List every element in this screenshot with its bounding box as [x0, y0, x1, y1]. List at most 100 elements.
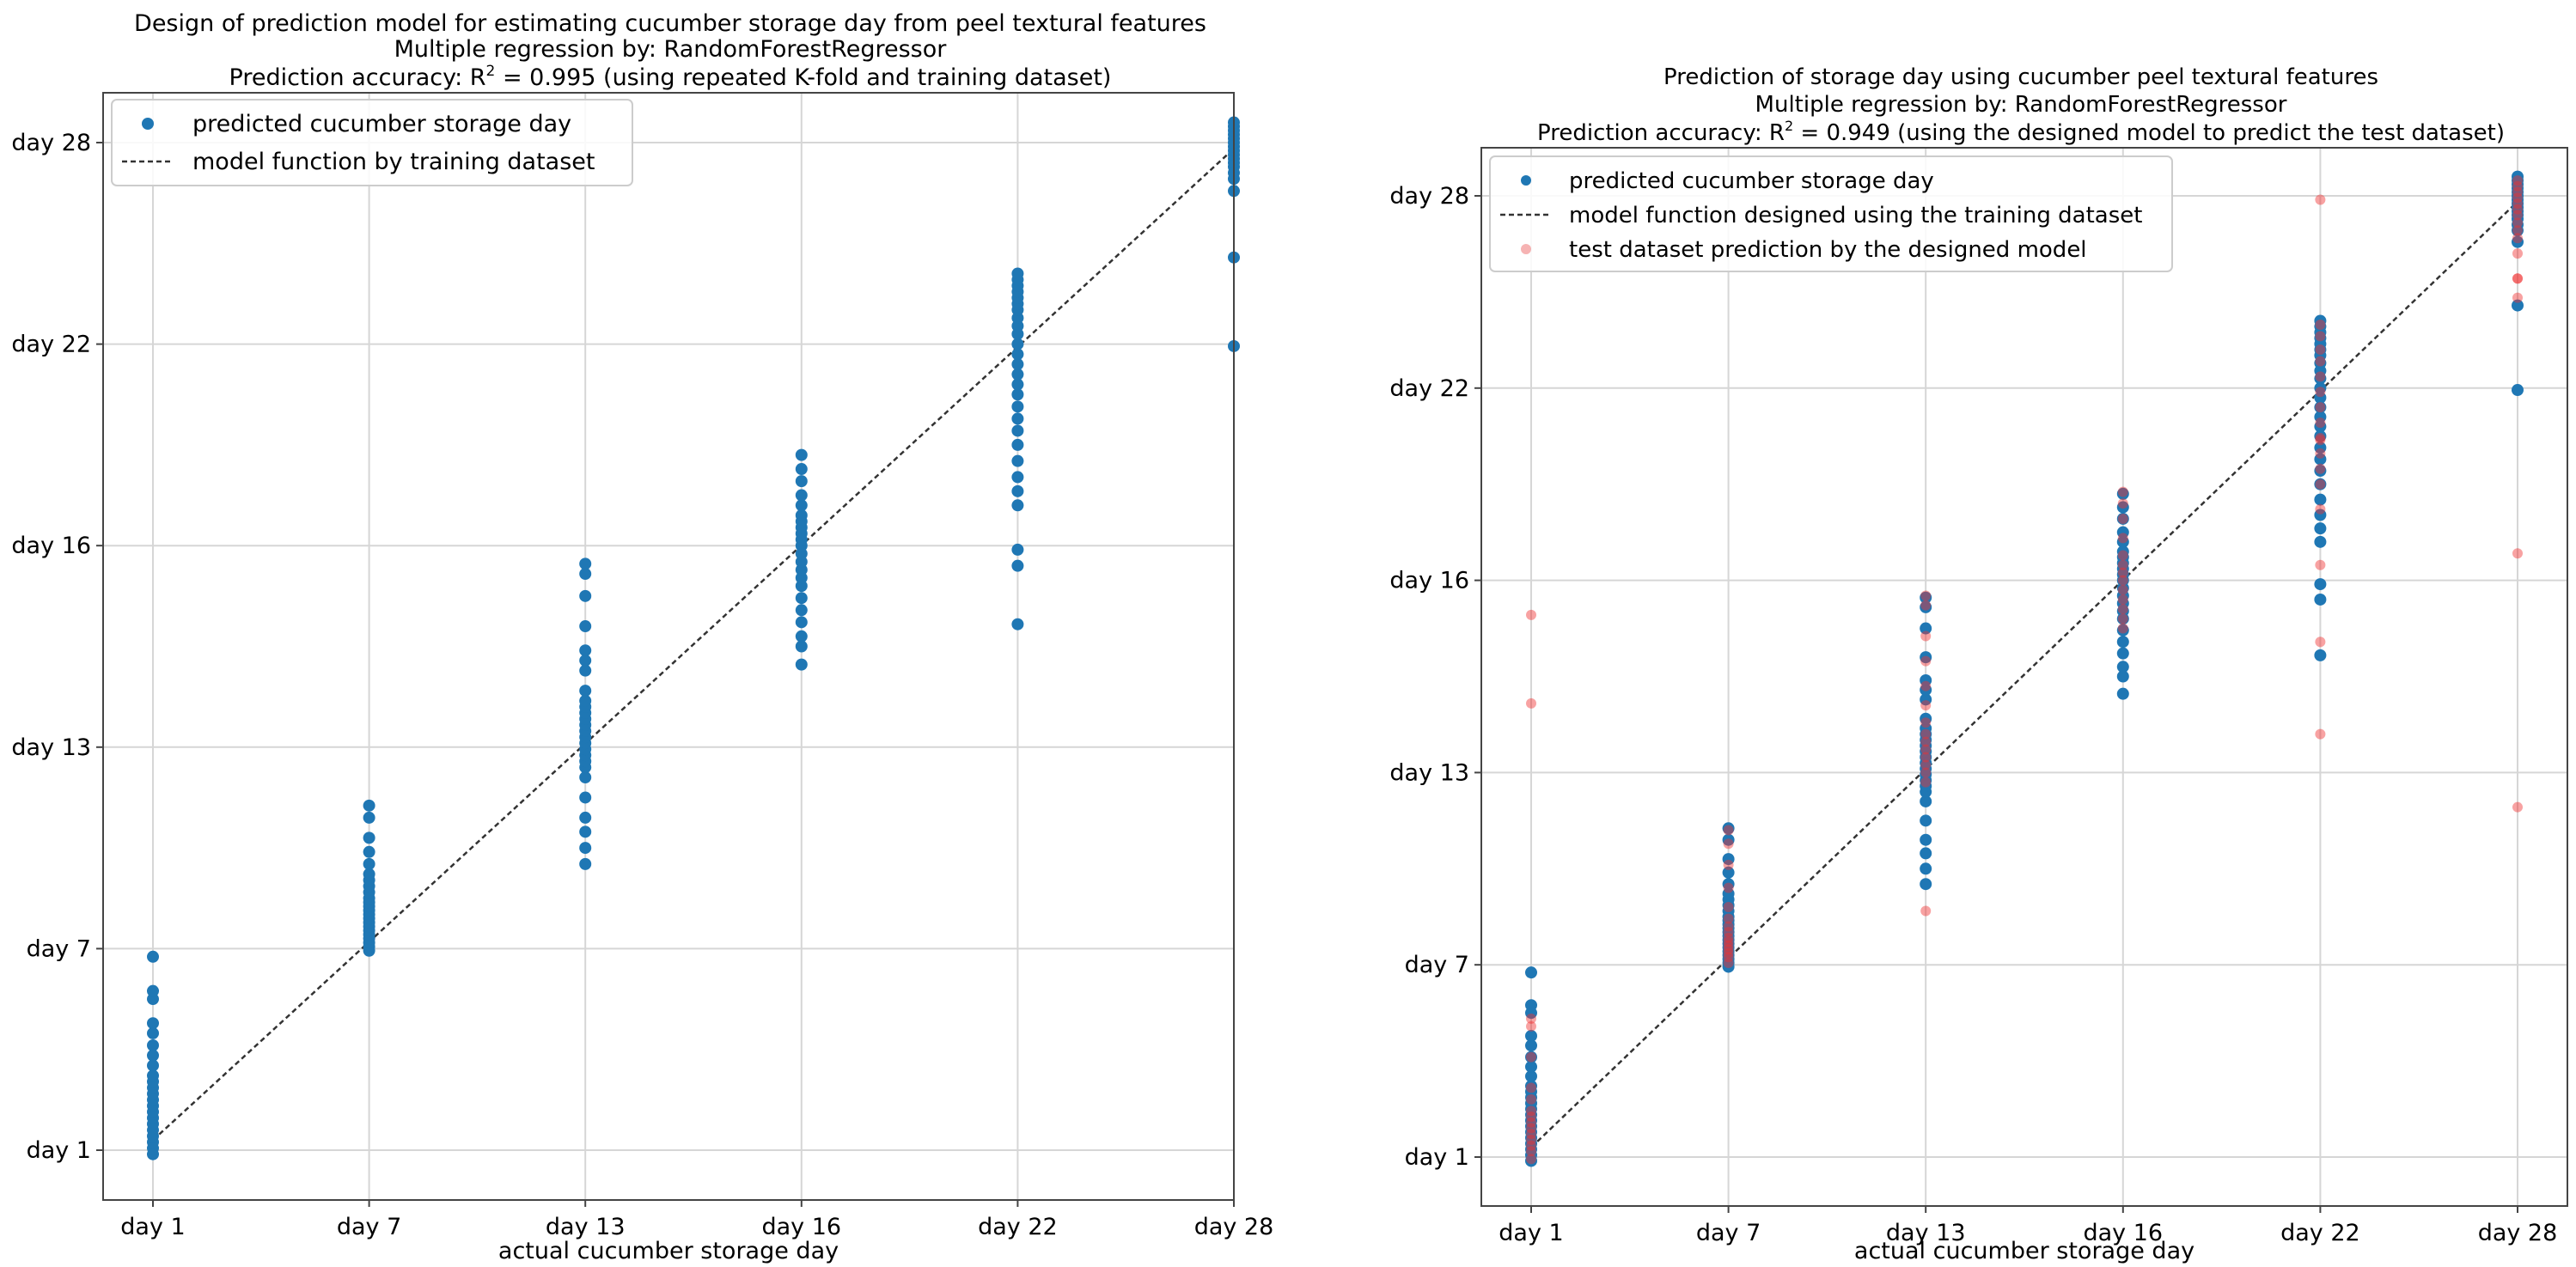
- right-chart-test-point: [2512, 225, 2523, 236]
- right-chart: Prediction of storage day using cucumber…: [1389, 64, 2568, 1264]
- left-chart-prediction-point: [579, 791, 592, 804]
- right-chart-prediction-point: [1525, 1080, 1537, 1093]
- left-chart-prediction-point: [795, 604, 808, 617]
- right-chart-test-point: [1920, 655, 1932, 667]
- right-chart-x-tick-label: day 28: [2478, 1220, 2558, 1246]
- left-chart-prediction-point: [147, 1039, 159, 1052]
- right-chart-test-point: [2117, 604, 2128, 615]
- right-chart-test-point: [2117, 594, 2128, 605]
- right-chart-prediction-point: [2314, 381, 2327, 394]
- right-chart-prediction-point: [2512, 235, 2524, 248]
- right-chart-prediction-point: [1920, 712, 1932, 725]
- right-chart-y-tick-label: day 22: [1389, 375, 1469, 402]
- right-chart-test-point: [1723, 825, 1734, 836]
- left-chart-prediction-point: [147, 984, 159, 997]
- left-chart-prediction-point: [579, 771, 592, 783]
- left-chart-prediction-point: [1011, 412, 1024, 425]
- left-chart-prediction-point: [147, 950, 159, 963]
- right-chart-test-point: [1526, 609, 1536, 620]
- left-chart-prediction-point: [363, 868, 375, 880]
- left-chart-y-tick-label: day 7: [27, 935, 91, 962]
- right-chart-test-point: [1920, 680, 1932, 691]
- right-chart-prediction-point: [2116, 636, 2129, 649]
- left-chart-prediction-point: [363, 831, 375, 844]
- right-chart-x-tick-label: day 7: [1696, 1220, 1761, 1246]
- right-chart-test-point: [2315, 559, 2326, 570]
- right-chart-prediction-point: [2314, 522, 2327, 535]
- left-chart-legend: predicted cucumber storage day model fun…: [111, 99, 633, 186]
- left-chart-prediction-point: [579, 557, 592, 570]
- left-chart-legend-label-1: predicted cucumber storage day: [192, 111, 571, 137]
- left-chart-prediction-point: [579, 589, 592, 602]
- left-chart-title-line-2: Multiple regression by: RandomForestRegr…: [394, 36, 948, 63]
- right-chart-prediction-point: [2314, 535, 2327, 548]
- left-chart-prediction-point: [579, 620, 592, 633]
- left-chart-prediction-point: [1011, 358, 1024, 371]
- left-chart-prediction-point: [579, 811, 592, 824]
- right-chart-legend-label-3: test dataset prediction by the designed …: [1569, 237, 2087, 263]
- left-chart-x-tick-label: day 1: [120, 1214, 185, 1240]
- left-chart-prediction-point: [579, 568, 592, 581]
- left-chart-title-line-1: Design of prediction model for estimatin…: [134, 10, 1206, 37]
- right-chart-test-point: [2512, 217, 2523, 228]
- left-chart: Design of prediction model for estimatin…: [11, 10, 1273, 1264]
- right-chart-test-point: [2315, 478, 2326, 490]
- left-chart-prediction-point: [1011, 267, 1024, 280]
- right-chart-prediction-point: [2116, 687, 2129, 700]
- right-chart-test-point: [2512, 204, 2523, 215]
- right-chart-test-point: [2512, 801, 2523, 813]
- left-chart-prediction-point: [795, 592, 808, 605]
- left-chart-prediction-point: [1011, 471, 1024, 484]
- right-chart-prediction-point: [2512, 299, 2524, 312]
- right-chart-legend-dot-marker: [1521, 175, 1531, 186]
- left-chart-legend-box: [111, 99, 633, 186]
- right-chart-test-point: [2315, 503, 2326, 515]
- right-chart-prediction-point: [1920, 722, 1932, 734]
- left-chart-y-tick-label: day 22: [11, 332, 91, 358]
- right-chart-test-point: [2512, 210, 2523, 221]
- left-chart-prediction-point: [1011, 438, 1024, 451]
- right-chart-y-tick-label: day 13: [1389, 759, 1469, 786]
- right-chart-prediction-point: [2314, 649, 2327, 661]
- right-chart-x-tick-label: day 1: [1499, 1220, 1563, 1246]
- right-chart-test-point: [1526, 1093, 1536, 1105]
- right-chart-test-point: [2117, 584, 2128, 595]
- right-chart-test-point: [1723, 921, 1734, 932]
- right-chart-test-point: [1526, 697, 1536, 709]
- right-chart-prediction-point: [2314, 493, 2327, 506]
- right-chart-test-point: [1723, 936, 1734, 947]
- left-chart-x-tick-label: day 7: [337, 1214, 401, 1240]
- right-chart-test-point: [1920, 905, 1932, 917]
- left-chart-prediction-point: [579, 644, 592, 657]
- right-chart-test-point: [2315, 432, 2326, 443]
- left-chart-prediction-point: [579, 857, 592, 870]
- left-chart-prediction-point: [1011, 499, 1024, 512]
- right-chart-prediction-point: [2314, 465, 2327, 478]
- left-chart-prediction-point: [795, 616, 808, 629]
- right-chart-title-line-2: Multiple regression by: RandomForestRegr…: [1755, 92, 2287, 118]
- left-chart-prediction-point: [579, 685, 592, 697]
- right-chart-legend-faint-dot-marker: [1521, 244, 1531, 254]
- right-chart-prediction-point: [2116, 670, 2129, 683]
- left-chart-prediction-point: [1011, 400, 1024, 413]
- right-chart-prediction-point: [1920, 693, 1932, 706]
- right-chart-prediction-point: [2512, 384, 2524, 397]
- left-chart-prediction-point: [795, 640, 808, 653]
- left-chart-prediction-point: [147, 1026, 159, 1039]
- right-chart-y-tick-label: day 1: [1405, 1144, 1469, 1171]
- left-chart-prediction-point: [1011, 484, 1024, 497]
- right-chart-x-axis-label: actual cucumber storage day: [1854, 1238, 2194, 1264]
- left-chart-prediction-point: [579, 825, 592, 838]
- right-chart-prediction-point: [1525, 1051, 1537, 1063]
- left-chart-prediction-point: [579, 664, 592, 677]
- right-chart-test-point: [2315, 319, 2326, 330]
- left-chart-prediction-point: [579, 694, 592, 707]
- right-chart-test-point: [2512, 233, 2523, 244]
- right-chart-test-point: [1526, 1082, 1536, 1093]
- left-chart-prediction-point: [147, 1069, 159, 1082]
- left-chart-plot-frame: [102, 92, 1235, 1201]
- right-chart-test-point: [2117, 513, 2128, 524]
- right-chart-x-tick-label: day 13: [1886, 1220, 1966, 1246]
- right-chart-test-point: [1920, 600, 1932, 611]
- left-chart-prediction-point: [795, 630, 808, 643]
